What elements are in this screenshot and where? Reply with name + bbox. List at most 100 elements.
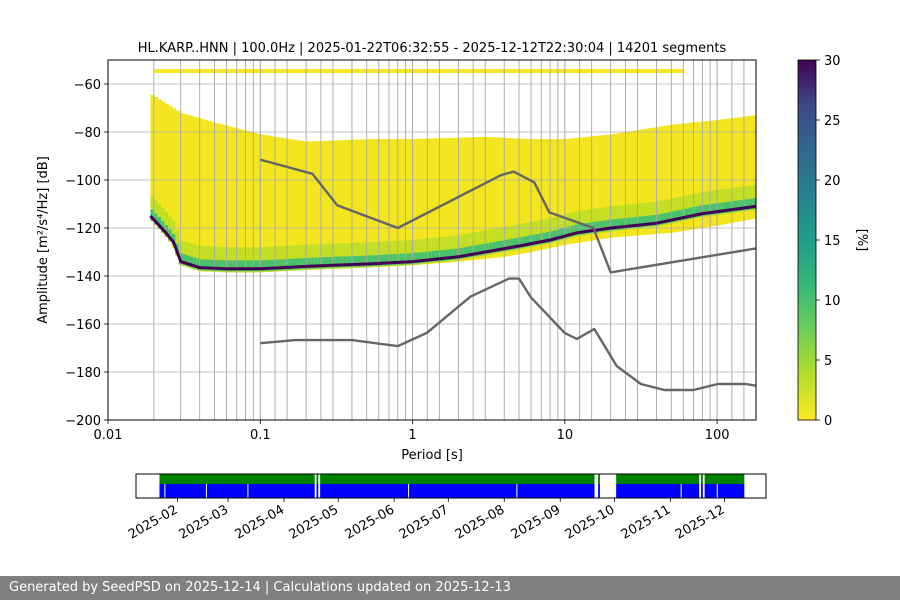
density-column-high	[239, 260, 244, 272]
density-column-high	[656, 214, 661, 226]
density-column-high	[620, 218, 625, 230]
density-column	[324, 140, 330, 270]
density-column-mid	[428, 238, 433, 264]
density-column-mid	[360, 242, 365, 268]
density-column	[695, 122, 700, 229]
density-column	[631, 130, 636, 236]
density-column	[585, 136, 590, 242]
density-column-high	[467, 246, 472, 258]
density-column-mid	[460, 234, 465, 260]
density-column-mid	[353, 242, 358, 269]
density-column-high	[478, 244, 483, 256]
density-column	[392, 139, 397, 267]
colorbar-label: [%]	[854, 229, 869, 252]
density-column-high	[634, 216, 640, 228]
density-column	[674, 124, 679, 233]
density-column-mid	[321, 244, 326, 270]
density-column-high	[624, 217, 629, 229]
colorbar-tick-label: 10	[824, 294, 841, 309]
density-column-mid	[677, 196, 682, 223]
density-column-high	[200, 259, 205, 271]
density-column	[688, 122, 693, 230]
density-column	[617, 133, 622, 237]
density-column	[175, 110, 180, 257]
density-column-high	[563, 227, 568, 239]
timeline-tick-label: 2025-10	[563, 502, 618, 542]
density-column-mid	[570, 212, 575, 238]
density-column-mid	[481, 230, 486, 256]
y-tick-label: −180	[65, 366, 101, 381]
density-column-high	[157, 217, 162, 229]
density-column-mid	[535, 220, 540, 247]
density-column-high	[492, 242, 497, 253]
density-column-high	[389, 254, 394, 266]
density-column-mid	[154, 200, 159, 226]
density-column-high	[399, 253, 404, 265]
density-column-mid	[200, 246, 205, 272]
density-column	[157, 99, 162, 230]
density-column-high	[314, 257, 319, 269]
density-column-mid	[688, 194, 693, 220]
density-column-mid	[161, 207, 166, 234]
density-column-high	[706, 204, 711, 216]
density-column-high	[670, 211, 675, 223]
density-column	[495, 137, 501, 258]
density-column-mid	[645, 202, 650, 228]
density-column-high	[196, 258, 201, 270]
density-column	[435, 138, 440, 264]
density-column-high	[535, 234, 540, 245]
density-column	[723, 118, 729, 225]
density-column-high	[321, 257, 326, 269]
density-column	[677, 123, 682, 232]
density-column-high	[246, 260, 251, 272]
density-column-high	[542, 232, 547, 244]
density-column-mid	[381, 241, 387, 267]
density-column	[588, 136, 593, 241]
density-column-high	[595, 221, 600, 233]
density-column-mid	[221, 247, 226, 273]
y-tick-label: −200	[65, 414, 101, 429]
density-column	[321, 140, 326, 270]
density-column-mid	[267, 246, 273, 272]
timeline-tick-label: 2025-05	[287, 502, 342, 542]
density-column-mid	[642, 202, 647, 229]
coverage-bar-upper	[159, 474, 315, 484]
density-column	[171, 108, 176, 248]
density-column-mid	[357, 242, 362, 268]
density-column-high	[738, 200, 743, 211]
x-axis-ticks: 0.01 0.1 1 10 100	[94, 420, 730, 443]
density-column-mid	[260, 247, 266, 273]
density-column	[684, 123, 689, 231]
density-column-high	[378, 254, 383, 266]
density-column-high	[431, 250, 437, 262]
density-column	[182, 113, 187, 266]
density-column	[346, 139, 351, 269]
x-tick-label: 1	[408, 428, 416, 443]
density-column-mid	[702, 191, 707, 217]
density-column-high	[503, 240, 508, 251]
coverage-bar-upper	[701, 474, 703, 484]
density-column-high	[684, 208, 689, 220]
density-column-mid	[300, 245, 305, 271]
density-column-mid	[538, 220, 543, 246]
density-column-mid	[371, 242, 376, 268]
density-column-mid	[745, 185, 750, 212]
density-column-mid	[503, 226, 508, 253]
density-column-high	[339, 256, 344, 268]
density-column-high	[488, 242, 494, 254]
density-column	[613, 133, 618, 238]
density-column-mid	[723, 188, 729, 215]
density-column-mid	[510, 225, 515, 251]
density-column-high	[720, 202, 725, 214]
y-tick-label: −140	[65, 270, 101, 285]
density-column	[332, 140, 337, 269]
density-column	[342, 140, 347, 269]
density-column	[360, 139, 365, 268]
density-column-mid	[627, 204, 632, 230]
density-column-high	[417, 252, 422, 264]
density-column-high	[289, 258, 294, 270]
density-column-high	[538, 233, 543, 245]
density-column	[549, 139, 554, 248]
density-column	[595, 135, 600, 240]
density-column	[367, 139, 372, 268]
